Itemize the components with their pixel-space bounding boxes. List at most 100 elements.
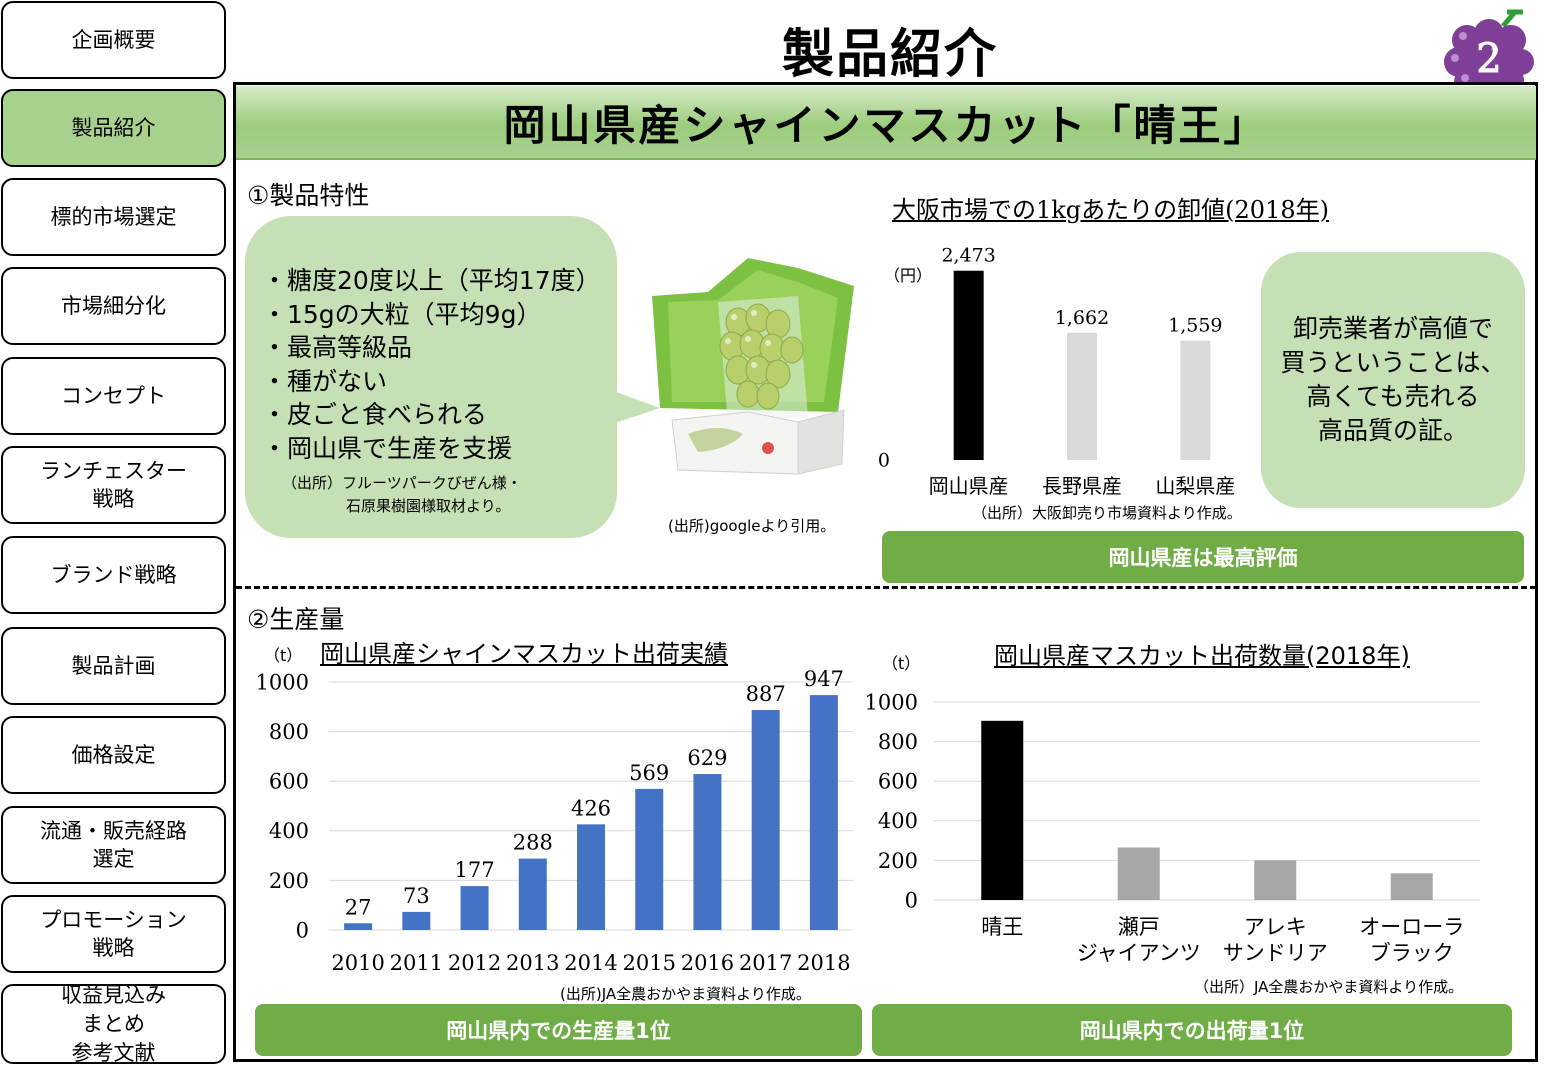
sidebar-item-revenue-summary[interactable]: 収益見込み まとめ 参考文献 bbox=[1, 983, 226, 1065]
data-label: 1,559 bbox=[1168, 315, 1222, 337]
bubble-tail bbox=[600, 386, 660, 428]
bar bbox=[1067, 332, 1097, 460]
feature-item: ・種がない bbox=[262, 366, 388, 396]
x-tick-label: サンドリア bbox=[1223, 941, 1328, 965]
data-label: 1,662 bbox=[1055, 307, 1109, 329]
y-tick-label: 600 bbox=[878, 770, 918, 794]
shipment-chart-title: 岡山県産シャインマスカット出荷実績 bbox=[320, 640, 728, 668]
feature-item: ・15gの大粒（平均9g） bbox=[262, 299, 542, 329]
sidebar-item-promotion[interactable]: プロモーション 戦略 bbox=[1, 895, 226, 973]
feature-item: ・皮ごと食べられる bbox=[262, 400, 488, 429]
y-tick-label: 400 bbox=[269, 819, 309, 843]
shipment-chart-source: (出所)JA全農おかやま資料より作成。 bbox=[560, 985, 811, 1003]
sidebar-item-brand[interactable]: ブランド戦略 bbox=[1, 536, 226, 614]
x-tick-label: 長野県産 bbox=[1042, 474, 1122, 498]
x-tick-label: 2010 bbox=[331, 951, 384, 975]
y-tick-label: 1000 bbox=[256, 670, 309, 694]
data-label: 2,473 bbox=[941, 245, 995, 267]
x-tick-label: ブラック bbox=[1370, 941, 1454, 965]
product-photo-image bbox=[652, 258, 854, 475]
section-production-label: ②生産量 bbox=[247, 605, 345, 634]
data-label: 569 bbox=[629, 761, 669, 785]
section-product-features-label: ①製品特性 bbox=[247, 181, 370, 210]
price-callout: 卸売業者が高値で 買うということは、 高くても売れる 高品質の証。 bbox=[1261, 252, 1525, 508]
x-tick-label: アレキ bbox=[1244, 915, 1307, 939]
x-tick-label: 2012 bbox=[448, 951, 501, 975]
bar bbox=[460, 886, 489, 930]
x-tick-label: 2015 bbox=[622, 951, 675, 975]
x-tick-label: 2014 bbox=[564, 951, 617, 975]
bar bbox=[402, 911, 431, 930]
data-label: 947 bbox=[804, 668, 844, 691]
variety-chart-source: （出所）JA全農おかやま資料より作成。 bbox=[1194, 978, 1464, 996]
data-label: 887 bbox=[746, 682, 786, 706]
x-tick-label: 晴王 bbox=[981, 915, 1023, 939]
x-tick-label: 2016 bbox=[681, 951, 734, 975]
bar bbox=[1117, 847, 1160, 900]
x-tick-label: 2018 bbox=[797, 951, 850, 975]
bar bbox=[344, 923, 373, 930]
x-tick-label: 2011 bbox=[390, 951, 443, 975]
sidebar-item-segmentation[interactable]: 市場細分化 bbox=[1, 267, 226, 345]
bar bbox=[1390, 873, 1433, 900]
x-tick-label: 2017 bbox=[739, 951, 792, 975]
x-tick-label: 山梨県産 bbox=[1155, 474, 1235, 498]
feature-item: ・糖度20度以上（平均17度） bbox=[262, 266, 601, 295]
sidebar-item-product-intro[interactable]: 製品紹介 bbox=[1, 89, 226, 167]
bar bbox=[809, 695, 838, 930]
sidebar-item-pricing[interactable]: 価格設定 bbox=[1, 716, 226, 794]
page-number: 2 bbox=[1476, 36, 1501, 82]
price-chart: 0 2,473 岡山県産 1,662 長野県産 1,559 山梨県産 bbox=[878, 245, 1235, 498]
sidebar-item-distribution[interactable]: 流通・販売経路 選定 bbox=[1, 806, 226, 884]
data-label: 288 bbox=[513, 831, 553, 855]
shipment-conclusion-banner: 岡山県内での出荷量1位 bbox=[872, 1004, 1512, 1056]
y-tick-label: 200 bbox=[269, 869, 309, 893]
sidebar-item-project-overview[interactable]: 企画概要 bbox=[1, 1, 226, 79]
price-chart-unit: （円） bbox=[884, 266, 933, 285]
data-label: 27 bbox=[345, 895, 372, 919]
bar bbox=[1254, 860, 1297, 900]
x-tick-label: オーローラ bbox=[1359, 915, 1464, 939]
data-label: 177 bbox=[455, 858, 495, 882]
data-label: 629 bbox=[687, 746, 727, 770]
variety-chart-unit: （t） bbox=[882, 654, 921, 673]
y-tick-label: 400 bbox=[878, 809, 918, 833]
y-tick-label: 200 bbox=[878, 849, 918, 873]
y-tick-label: 1000 bbox=[865, 690, 918, 714]
sidebar-item-lanchester[interactable]: ランチェスター 戦略 bbox=[1, 446, 226, 524]
feature-item: ・岡山県で生産を支援 bbox=[262, 433, 513, 463]
bar bbox=[1180, 340, 1211, 460]
data-label: 426 bbox=[571, 796, 611, 820]
feature-list: ・糖度20度以上（平均17度） ・15gの大粒（平均9g） ・最高等級品 ・種が… bbox=[262, 264, 601, 465]
sidebar-item-concept[interactable]: コンセプト bbox=[1, 357, 226, 435]
bar bbox=[693, 774, 722, 930]
y-tick-label: 0 bbox=[878, 450, 890, 472]
bar bbox=[635, 788, 664, 930]
x-tick-label: 瀬戸 bbox=[1118, 915, 1160, 939]
data-label: 73 bbox=[403, 884, 430, 908]
feature-item: ・最高等級品 bbox=[262, 333, 413, 362]
features-source-2: 石原果樹園様取材より。 bbox=[346, 497, 511, 515]
bar bbox=[751, 710, 780, 930]
bar bbox=[953, 270, 984, 460]
product-banner: 岡山県産シャインマスカット「晴王」 bbox=[236, 86, 1536, 160]
y-tick-label: 0 bbox=[905, 888, 918, 912]
shipment-chart: 0 200 400 600 800 1000 27 2010 73 2011 177 2012 288 2… bbox=[256, 668, 853, 975]
price-chart-source: （出所）大阪卸売り市場資料より作成。 bbox=[972, 504, 1242, 522]
y-tick-label: 800 bbox=[269, 720, 309, 744]
variety-chart-title: 岡山県産マスカット出荷数量(2018年) bbox=[994, 642, 1410, 670]
x-tick-label: ジャイアンツ bbox=[1077, 941, 1201, 965]
photo-source: (出所)googleより引用。 bbox=[668, 517, 836, 535]
sidebar-item-target-market[interactable]: 標的市場選定 bbox=[1, 178, 226, 256]
y-tick-label: 0 bbox=[296, 918, 309, 942]
price-chart-title: 大阪市場での1kgあたりの卸値(2018年) bbox=[892, 196, 1329, 224]
bar bbox=[577, 824, 605, 930]
x-tick-label: 岡山県産 bbox=[929, 474, 1009, 498]
features-source: （出所）フルーツパークびぜん様・ bbox=[282, 474, 522, 492]
shipment-chart-unit: （t） bbox=[264, 646, 303, 665]
sidebar-item-product-plan[interactable]: 製品計画 bbox=[1, 627, 226, 705]
page-title: 製品紹介 bbox=[781, 25, 998, 85]
bar bbox=[518, 858, 547, 930]
x-tick-label: 2013 bbox=[506, 951, 559, 975]
y-tick-label: 600 bbox=[269, 770, 309, 794]
